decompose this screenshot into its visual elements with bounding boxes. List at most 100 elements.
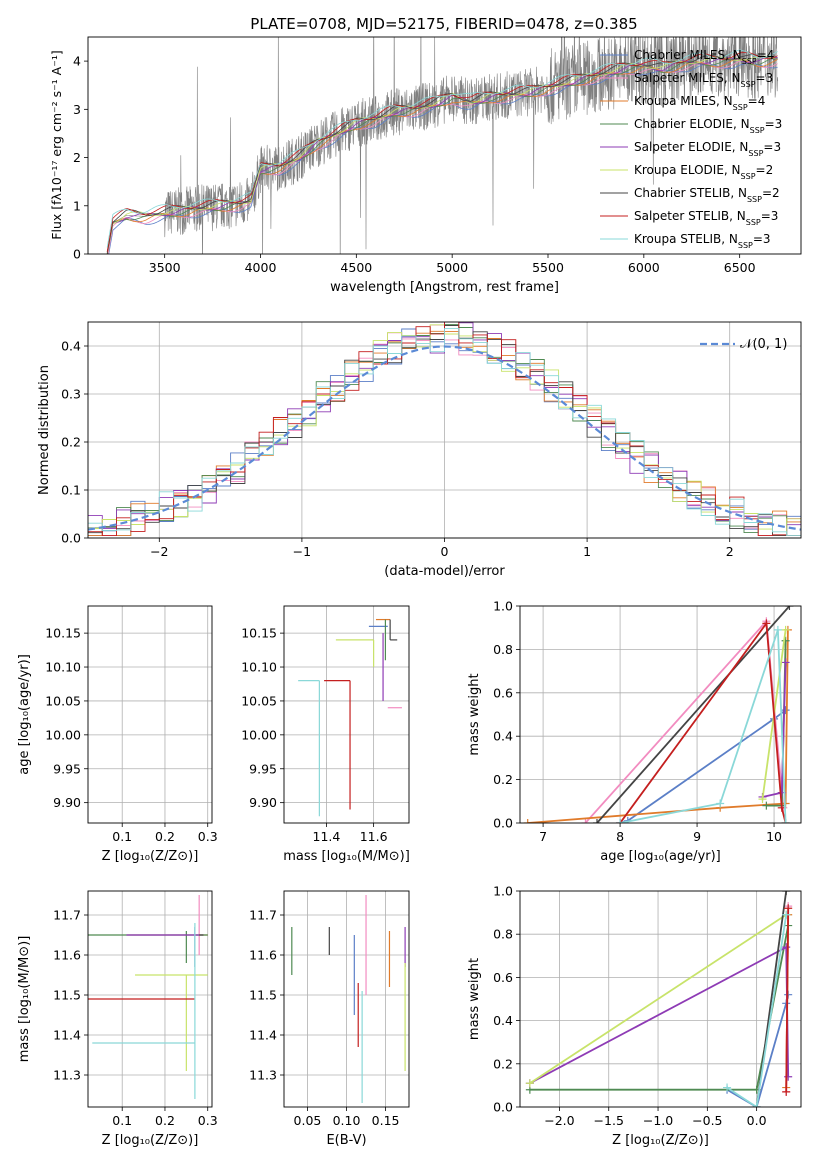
weight-series-line	[785, 908, 790, 1092]
ticks: 11.4 11.6 9.90 9.95 10.00 10.05 10.10 10.15	[241, 626, 387, 844]
x-tick-label: 5500	[532, 260, 564, 275]
x-tick-label: 2	[726, 544, 734, 559]
y-tick-label: 0.2	[61, 435, 81, 450]
weight-point-marker	[525, 1079, 534, 1088]
legend: Chabrier MILES, NSSP=4 Salpeter MILES, NS…	[600, 48, 782, 250]
ticks: 7 8 9 10 0.0 0.2 0.4 0.6 0.8 1.0	[493, 599, 782, 845]
weight-point-marker	[781, 636, 790, 645]
data-point	[131, 637, 208, 701]
legend: 𝒩(0, 1)	[700, 337, 787, 352]
mass-vs-metallicity-panel: 0.1 0.2 0.3 11.3 11.4 11.5 11.6 11.7 Z [log₁₀(Z/…	[17, 890, 218, 1148]
x-tick-label: 8	[616, 829, 624, 844]
y-tick-label: 0.2	[493, 1056, 513, 1071]
legend-label: Chabrier STELIB, NSSP=2	[634, 186, 780, 204]
x-axis-label: Z [log₁₀(Z/Z⊙)]	[102, 849, 199, 864]
data-point	[92, 923, 196, 1099]
y-tick-label: 0.4	[493, 729, 513, 744]
legend-count: =3	[763, 140, 781, 154]
weight-series-line	[529, 945, 790, 1084]
x-tick-label: 11.4	[313, 829, 341, 844]
legend-subscript: SSP	[742, 57, 757, 66]
y-tick-label: 0.6	[493, 970, 513, 985]
model-spectrum-line	[106, 49, 778, 248]
axes-frame	[283, 890, 410, 1108]
residual-histogram-panel: −2 −1 0 1 2 0.0 0.1 0.2 0.3 0.4 (data-model)/error…	[37, 321, 802, 579]
histogram-step-line	[88, 322, 801, 537]
weight-point-marker	[723, 1083, 732, 1092]
y-tick-label: 0.0	[493, 816, 513, 831]
plot-area	[88, 895, 208, 1099]
data-point	[335, 639, 375, 668]
legend-subscript: SSP	[750, 126, 765, 135]
data-point	[88, 931, 208, 963]
legend-count: =4	[748, 94, 766, 108]
axes-frame	[87, 36, 802, 255]
weight-point-marker	[782, 943, 791, 952]
legend-subscript: SSP	[741, 172, 756, 181]
y-tick-label: 1.0	[493, 884, 513, 899]
legend-subscript: SSP	[738, 241, 753, 250]
x-axis-label: Z [log₁₀(Z/Z⊙)]	[102, 1133, 199, 1148]
y-tick-label: 4	[73, 54, 81, 69]
legend-label: Chabrier MILES, NSSP=4	[634, 48, 774, 66]
legend-label: Kroupa MILES, NSSP=4	[634, 94, 765, 112]
model-spectrum-line	[106, 51, 778, 252]
legend-count: =3	[765, 117, 783, 131]
y-tick-label: 0.4	[493, 1013, 513, 1028]
x-tick-label: 0.1	[112, 829, 132, 844]
x-tick-label: 4000	[245, 260, 277, 275]
axes-frame	[87, 890, 213, 1108]
y-tick-label: 10.10	[45, 660, 81, 675]
weight-series-line	[529, 914, 787, 1084]
y-tick-label: 10.00	[241, 727, 277, 742]
x-tick-label: −1.5	[594, 1113, 624, 1128]
legend-count: =3	[761, 209, 779, 223]
y-tick-label: 11.6	[53, 948, 81, 963]
legend-label: Kroupa STELIB, NSSP=3	[634, 232, 771, 250]
y-tick-label: 11.5	[53, 988, 81, 1003]
y-axis-label: age [log₁₀(age/yr)]	[17, 654, 32, 775]
x-tick-label: 5000	[436, 260, 468, 275]
legend-count: =2	[762, 186, 780, 200]
legend-subscript: SSP	[747, 195, 762, 204]
y-tick-label: 10.00	[45, 727, 81, 742]
y-tick-label: 10.05	[45, 693, 81, 708]
x-tick-label: 9	[693, 829, 701, 844]
weight-point-marker	[781, 625, 790, 634]
y-tick-label: 9.90	[249, 795, 277, 810]
legend-label: Chabrier ELODIE, NSSP=3	[634, 117, 782, 135]
axes-frame	[283, 605, 410, 824]
weight-point-marker	[784, 904, 793, 913]
y-tick-label: 10.15	[241, 626, 277, 641]
y-tick-label: 9.95	[249, 761, 277, 776]
x-tick-label: −1	[293, 544, 311, 559]
ticks: 0.05 0.10 0.15 11.3 11.4 11.5 11.6 11.7	[249, 908, 399, 1129]
plot-area	[84, 616, 212, 809]
y-tick-label: 0.2	[493, 772, 513, 787]
data-point	[135, 974, 208, 1071]
model-spectrum-line	[107, 60, 778, 254]
legend-label: Salpeter STELIB, NSSP=3	[634, 209, 778, 227]
x-tick-label: −2	[150, 544, 168, 559]
y-tick-label: 2	[73, 150, 81, 165]
y-tick-label: 11.5	[249, 988, 277, 1003]
weight-series-line	[527, 629, 789, 823]
grid-lines	[520, 605, 801, 824]
age-vs-metallicity-panel: 0.1 0.2 0.3 9.90 9.95 10.00 10.05 10.10 10.15 Z […	[17, 605, 218, 864]
weight-series-line	[726, 914, 788, 1107]
data-point	[101, 626, 208, 660]
y-tick-label: 11.6	[249, 948, 277, 963]
y-tick-label: 11.7	[249, 908, 277, 923]
grid-lines	[88, 891, 212, 1107]
weight-series-line	[619, 620, 787, 823]
y-tick-label: 10.05	[241, 693, 277, 708]
y-tick-label: 0.8	[493, 927, 513, 942]
x-tick-label: 0.05	[294, 1113, 322, 1128]
ticks: −2.0 −1.5 −1.0 −0.5 0.0 0.0 0.2 0.4 0.6 0.8 1.0	[493, 884, 767, 1129]
weight-point-marker	[762, 801, 771, 810]
weight-point-marker	[785, 606, 794, 610]
data-point	[298, 679, 320, 817]
y-tick-label: 0	[73, 247, 81, 262]
y-tick-label: 0.8	[493, 642, 513, 657]
